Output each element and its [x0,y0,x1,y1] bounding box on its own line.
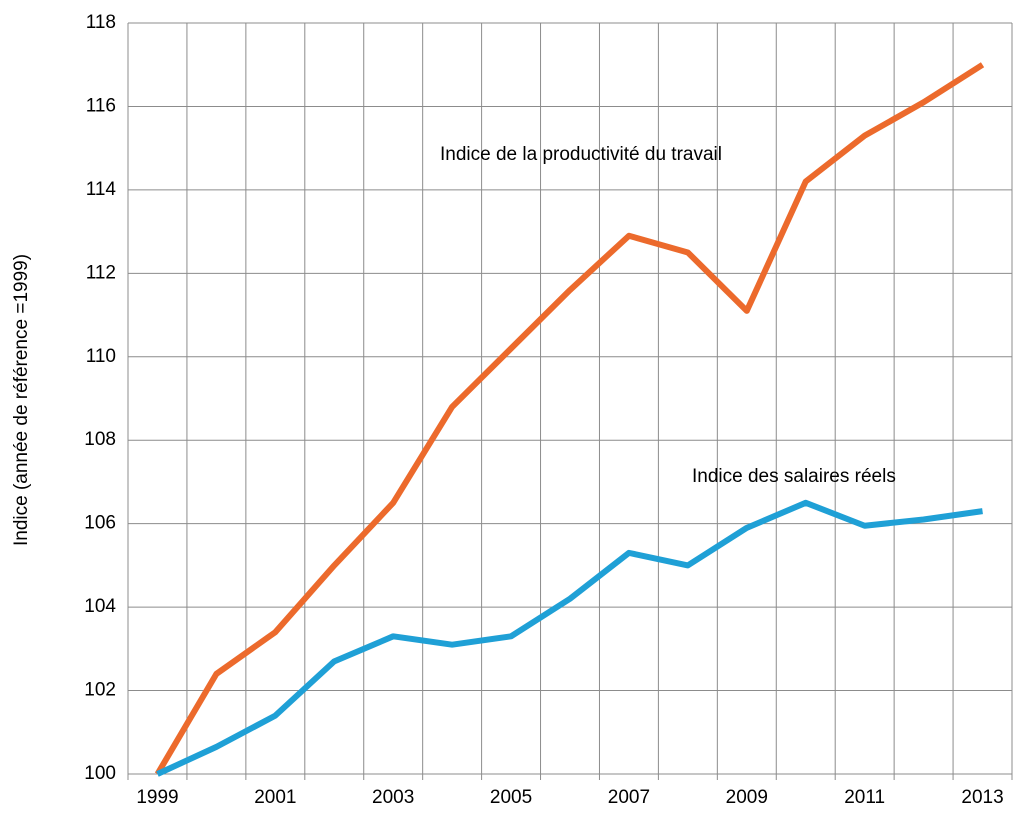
y-tick-label: 114 [86,179,117,200]
x-tick-label: 2007 [608,787,650,808]
series-label: Indice des salaires réels [692,466,896,487]
y-tick-label: 106 [84,513,116,534]
series-line [154,62,985,776]
y-tick-label: 108 [84,429,116,450]
y-tick-label: 110 [86,346,116,367]
series-label: Indice de la productivité du travail [440,144,722,165]
x-tick-label: 2011 [844,787,885,808]
y-tick-label: 102 [84,680,116,701]
y-tick-label: 112 [86,262,116,283]
y-tick-label: 104 [84,596,116,617]
x-tick-label: 2013 [961,787,1003,808]
y-axis-label: Indice (année de référence =1999) [11,254,32,546]
x-tick-label: 2009 [726,787,768,808]
series-line [156,499,983,777]
x-tick-label: 2003 [372,787,414,808]
y-tick-label: 116 [86,95,116,116]
x-tick-label: 1999 [136,787,178,808]
x-tick-label: 2001 [254,787,296,808]
x-tick-label: 2005 [490,787,532,808]
y-tick-label: 100 [84,763,116,784]
y-tick-label: 118 [86,12,116,33]
